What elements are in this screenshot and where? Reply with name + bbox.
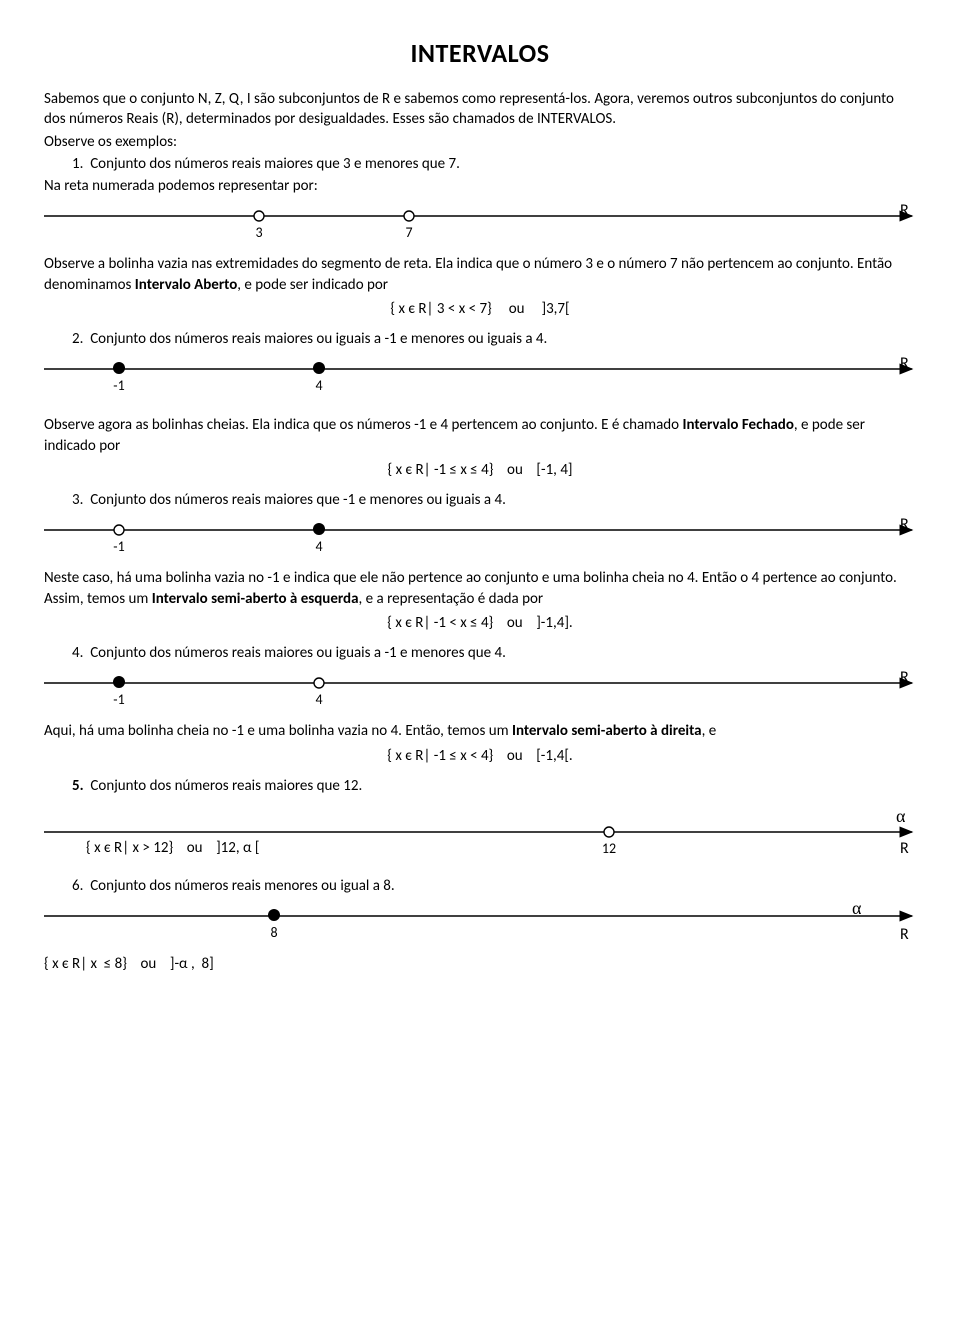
tick-12: 12 (602, 840, 616, 859)
tick-neg1: -1 (113, 377, 124, 396)
ex3-formula: { x є R| -1 < x ≤ 4} ou ]-1,4]. (44, 613, 916, 633)
number-line-4: -1 4 R (44, 669, 916, 719)
number-line-5: 12 α R { x є R| x > 12} ou ]12, α [ (44, 802, 916, 860)
ex4-formula: { x є R| -1 ≤ x < 4} ou [-1,4[. (44, 746, 916, 766)
r-label: R (900, 353, 909, 375)
number-line-3: -1 4 R (44, 516, 916, 566)
tick-4: 4 (315, 538, 322, 557)
ex1-pre: Na reta numerada podemos representar por… (44, 176, 916, 196)
tick-7: 7 (405, 224, 412, 243)
ex1-after: Observe a bolinha vazia nas extremidades… (44, 254, 916, 295)
r-label: R (900, 667, 909, 689)
ex3-heading: 3. Conjunto dos números reais maiores qu… (44, 490, 916, 510)
ex1-formula: { x є R| 3 < x < 7} ou ]3,7[ (44, 299, 916, 319)
tick-neg1: -1 (113, 691, 124, 710)
page-title: INTERVALOS (44, 36, 916, 71)
alpha-label: α (896, 804, 905, 828)
ex6-formula: { x є R| x ≤ 8} ou ]-α , 8] (44, 954, 916, 974)
ex1-heading: 1. Conjunto dos números reais maiores qu… (44, 154, 916, 174)
intro-p2: Observe os exemplos: (44, 132, 916, 152)
ex2-formula: { x є R| -1 ≤ x ≤ 4} ou [-1, 4] (44, 460, 916, 480)
ex2-heading: 2. Conjunto dos números reais maiores ou… (44, 329, 916, 349)
ex5-formula: { x є R| x > 12} ou ]12, α [ (86, 838, 260, 858)
tick-4: 4 (315, 691, 322, 710)
intro-p1: Sabemos que o conjunto N, Z, Q, I são su… (44, 89, 916, 130)
tick-4: 4 (315, 377, 322, 396)
number-line-2: -1 4 R (44, 355, 916, 405)
alpha-label: α (852, 896, 861, 920)
r-label: R (900, 924, 909, 946)
number-line-1: 3 7 R (44, 202, 916, 252)
r-label: R (900, 514, 909, 536)
tick-8: 8 (270, 924, 277, 943)
ex2-after: Observe agora as bolinhas cheias. Ela in… (44, 415, 916, 456)
tick-neg1: -1 (113, 538, 124, 557)
ex5-heading: 5. Conjunto dos números reais maiores qu… (44, 776, 916, 796)
ex6-heading: 6. Conjunto dos números reais menores ou… (44, 876, 916, 896)
ex4-heading: 4. Conjunto dos números reais maiores ou… (44, 643, 916, 663)
r-label: R (900, 200, 909, 222)
ex4-after: Aqui, há uma bolinha cheia no -1 e uma b… (44, 721, 916, 741)
ex3-after: Neste caso, há uma bolinha vazia no -1 e… (44, 568, 916, 609)
number-line-6: 8 α R (44, 902, 916, 952)
tick-3: 3 (255, 224, 262, 243)
r-label: R (900, 838, 909, 860)
